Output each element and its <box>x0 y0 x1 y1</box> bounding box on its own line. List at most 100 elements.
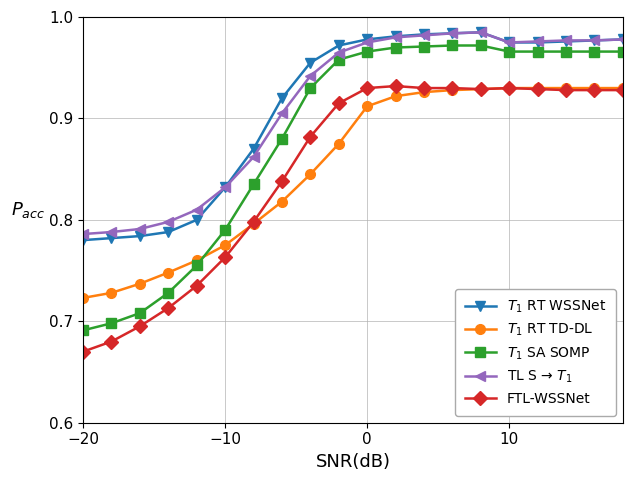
$T_1$ RT WSSNet <box>193 217 200 223</box>
$T_1$ SA SOMP <box>619 49 626 54</box>
$T_1$ RT TD-DL <box>250 221 257 227</box>
FTL-WSSNet <box>164 305 172 311</box>
Line: FTL-WSSNet: FTL-WSSNet <box>78 81 628 357</box>
$T_1$ SA SOMP <box>79 327 87 333</box>
$T_1$ RT TD-DL <box>477 86 484 92</box>
$T_1$ RT TD-DL <box>278 199 286 204</box>
FTL-WSSNet <box>420 85 428 91</box>
$T_1$ RT WSSNet <box>562 39 570 44</box>
FTL-WSSNet <box>562 87 570 93</box>
TL S → $T_1$ <box>250 154 257 160</box>
$T_1$ RT TD-DL <box>505 85 513 91</box>
$T_1$ SA SOMP <box>420 43 428 49</box>
$T_1$ RT TD-DL <box>449 87 456 93</box>
$T_1$ RT WSSNet <box>505 40 513 45</box>
TL S → $T_1$ <box>193 207 200 213</box>
FTL-WSSNet <box>534 86 541 92</box>
TL S → $T_1$ <box>420 32 428 38</box>
TL S → $T_1$ <box>591 38 598 43</box>
FTL-WSSNet <box>591 87 598 93</box>
TL S → $T_1$ <box>562 38 570 43</box>
FTL-WSSNet <box>221 254 229 260</box>
$T_1$ RT TD-DL <box>591 85 598 91</box>
$T_1$ RT WSSNet <box>392 33 399 39</box>
TL S → $T_1$ <box>534 39 541 44</box>
$T_1$ RT WSSNet <box>363 37 371 42</box>
$T_1$ RT WSSNet <box>477 29 484 35</box>
$T_1$ SA SOMP <box>335 57 342 63</box>
$T_1$ RT WSSNet <box>164 229 172 235</box>
$T_1$ SA SOMP <box>193 263 200 268</box>
TL S → $T_1$ <box>108 229 115 235</box>
$T_1$ SA SOMP <box>108 321 115 326</box>
FTL-WSSNet <box>250 219 257 225</box>
$T_1$ RT TD-DL <box>307 171 314 177</box>
TL S → $T_1$ <box>505 40 513 45</box>
FTL-WSSNet <box>392 83 399 89</box>
$T_1$ RT TD-DL <box>108 290 115 296</box>
Y-axis label: $P_{acc}$: $P_{acc}$ <box>11 200 46 220</box>
$T_1$ RT TD-DL <box>193 257 200 263</box>
$T_1$ SA SOMP <box>591 49 598 54</box>
$T_1$ SA SOMP <box>221 227 229 233</box>
X-axis label: SNR(dB): SNR(dB) <box>316 453 391 471</box>
$T_1$ RT TD-DL <box>392 94 399 99</box>
FTL-WSSNet <box>449 85 456 91</box>
$T_1$ RT WSSNet <box>250 146 257 152</box>
$T_1$ RT TD-DL <box>420 89 428 95</box>
$T_1$ RT WSSNet <box>307 60 314 66</box>
FTL-WSSNet <box>335 100 342 106</box>
$T_1$ SA SOMP <box>164 290 172 296</box>
$T_1$ SA SOMP <box>449 42 456 48</box>
TL S → $T_1$ <box>164 219 172 225</box>
FTL-WSSNet <box>108 339 115 345</box>
$T_1$ RT WSSNet <box>136 233 144 239</box>
FTL-WSSNet <box>307 134 314 140</box>
Line: $T_1$ SA SOMP: $T_1$ SA SOMP <box>78 40 628 335</box>
$T_1$ RT WSSNet <box>591 38 598 43</box>
TL S → $T_1$ <box>221 185 229 190</box>
$T_1$ RT WSSNet <box>278 95 286 101</box>
FTL-WSSNet <box>363 85 371 91</box>
$T_1$ RT WSSNet <box>534 40 541 45</box>
TL S → $T_1$ <box>136 226 144 232</box>
TL S → $T_1$ <box>79 231 87 237</box>
$T_1$ RT WSSNet <box>420 31 428 37</box>
$T_1$ RT TD-DL <box>562 85 570 91</box>
Line: $T_1$ RT WSSNet: $T_1$ RT WSSNet <box>78 27 628 245</box>
TL S → $T_1$ <box>392 35 399 40</box>
Legend: $T_1$ RT WSSNet, $T_1$ RT TD-DL, $T_1$ SA SOMP, TL S → $T_1$, FTL-WSSNet: $T_1$ RT WSSNet, $T_1$ RT TD-DL, $T_1$ S… <box>455 289 616 415</box>
$T_1$ RT WSSNet <box>335 42 342 48</box>
Line: $T_1$ RT TD-DL: $T_1$ RT TD-DL <box>78 83 628 303</box>
$T_1$ RT TD-DL <box>136 281 144 287</box>
$T_1$ RT WSSNet <box>221 185 229 190</box>
TL S → $T_1$ <box>619 37 626 42</box>
FTL-WSSNet <box>193 283 200 289</box>
$T_1$ SA SOMP <box>363 49 371 54</box>
FTL-WSSNet <box>619 87 626 93</box>
Line: TL S → $T_1$: TL S → $T_1$ <box>78 27 628 239</box>
TL S → $T_1$ <box>278 110 286 116</box>
TL S → $T_1$ <box>307 73 314 79</box>
$T_1$ RT TD-DL <box>79 295 87 301</box>
$T_1$ RT WSSNet <box>449 30 456 36</box>
$T_1$ RT TD-DL <box>363 104 371 109</box>
$T_1$ RT TD-DL <box>221 242 229 248</box>
$T_1$ RT WSSNet <box>619 37 626 42</box>
TL S → $T_1$ <box>449 30 456 36</box>
$T_1$ SA SOMP <box>136 310 144 316</box>
$T_1$ SA SOMP <box>250 182 257 187</box>
$T_1$ SA SOMP <box>278 136 286 142</box>
$T_1$ RT TD-DL <box>164 270 172 276</box>
$T_1$ RT WSSNet <box>79 237 87 243</box>
$T_1$ SA SOMP <box>562 49 570 54</box>
FTL-WSSNet <box>136 323 144 329</box>
$T_1$ RT TD-DL <box>335 141 342 147</box>
$T_1$ SA SOMP <box>307 85 314 91</box>
TL S → $T_1$ <box>477 29 484 35</box>
FTL-WSSNet <box>278 178 286 184</box>
TL S → $T_1$ <box>335 50 342 55</box>
$T_1$ RT TD-DL <box>534 85 541 91</box>
$T_1$ RT WSSNet <box>108 235 115 241</box>
TL S → $T_1$ <box>363 40 371 45</box>
